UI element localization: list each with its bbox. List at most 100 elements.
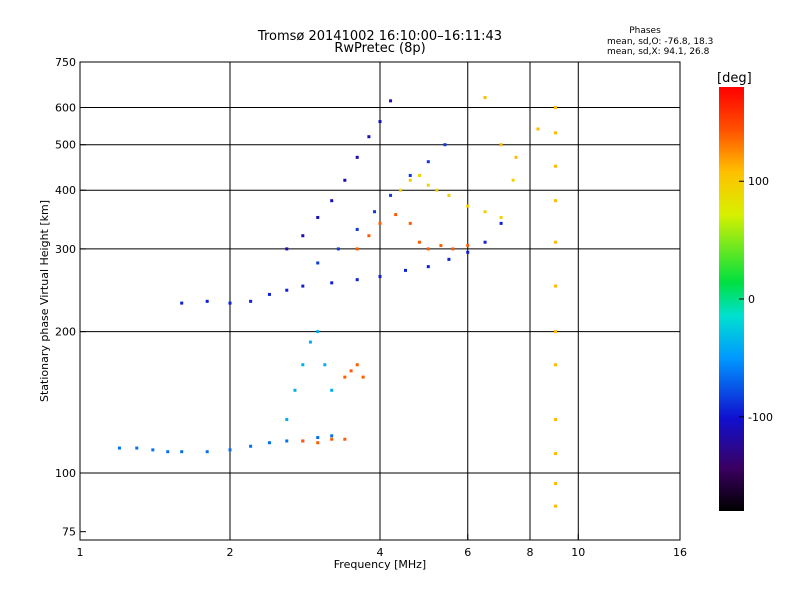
y-tick-label: 100 bbox=[55, 467, 76, 480]
data-point bbox=[117, 446, 121, 450]
data-point bbox=[135, 446, 139, 450]
data-point bbox=[447, 193, 451, 197]
y-tick-label: 400 bbox=[55, 184, 76, 197]
data-point bbox=[553, 164, 557, 168]
stats-line-x: mean, sd,X: 94.1, 26.8 bbox=[607, 47, 710, 57]
data-point bbox=[417, 240, 421, 244]
colorbar-tick-label: -100 bbox=[748, 411, 773, 424]
data-point bbox=[355, 363, 359, 367]
data-point bbox=[408, 173, 412, 177]
data-point bbox=[499, 215, 503, 219]
data-point bbox=[499, 143, 503, 147]
data-point bbox=[249, 299, 253, 303]
data-point bbox=[316, 441, 320, 445]
data-point bbox=[301, 439, 305, 443]
chart-title: Tromsø 20141002 16:10:00–16:11:43 bbox=[257, 29, 502, 44]
data-point bbox=[308, 340, 312, 344]
chart-subtitle: RwPretec (8p) bbox=[334, 41, 425, 56]
stats-title: Phases bbox=[629, 26, 661, 36]
data-point bbox=[180, 301, 184, 305]
data-point bbox=[483, 210, 487, 214]
data-point bbox=[316, 436, 320, 440]
y-axis-label: Stationary phase Virtual Height [km] bbox=[38, 200, 51, 402]
data-point bbox=[373, 210, 377, 214]
y-tick-label: 300 bbox=[55, 243, 76, 256]
data-point bbox=[408, 221, 412, 225]
data-point bbox=[553, 504, 557, 508]
data-point bbox=[399, 188, 403, 192]
data-point bbox=[349, 369, 353, 373]
data-point bbox=[330, 281, 334, 285]
x-tick-label: 10 bbox=[571, 546, 585, 559]
grid-lines bbox=[80, 62, 680, 540]
data-point bbox=[330, 199, 334, 203]
data-point bbox=[378, 120, 382, 124]
colorbar-ticks: 100 0 -100 bbox=[739, 175, 773, 424]
data-point bbox=[151, 448, 155, 452]
colorbar-tick-label: 0 bbox=[748, 293, 755, 306]
data-point bbox=[343, 375, 347, 379]
data-point bbox=[483, 96, 487, 100]
data-point bbox=[553, 240, 557, 244]
data-point bbox=[394, 213, 398, 217]
data-point bbox=[553, 106, 557, 110]
data-point bbox=[553, 452, 557, 456]
y-tick-label: 600 bbox=[55, 102, 76, 115]
data-point bbox=[367, 135, 371, 139]
data-point bbox=[553, 363, 557, 367]
data-point bbox=[316, 330, 320, 334]
y-tick-label: 750 bbox=[55, 56, 76, 69]
data-point bbox=[466, 204, 470, 208]
data-point bbox=[267, 441, 271, 445]
data-point bbox=[466, 250, 470, 254]
data-point bbox=[536, 127, 540, 131]
data-point bbox=[301, 363, 305, 367]
data-point bbox=[343, 437, 347, 441]
data-point bbox=[166, 450, 170, 454]
data-point bbox=[355, 227, 359, 231]
data-point bbox=[180, 450, 184, 454]
data-point bbox=[451, 247, 455, 251]
y-tick-label: 200 bbox=[55, 326, 76, 339]
data-point bbox=[447, 257, 451, 261]
data-point bbox=[483, 240, 487, 244]
data-point bbox=[330, 434, 334, 438]
data-point bbox=[439, 244, 443, 248]
data-point bbox=[285, 288, 289, 292]
data-point bbox=[553, 131, 557, 135]
data-point bbox=[417, 173, 421, 177]
data-point bbox=[205, 450, 209, 454]
x-axis-label: Frequency [MHz] bbox=[334, 558, 426, 571]
x-tick-label: 2 bbox=[227, 546, 234, 559]
data-point bbox=[378, 275, 382, 279]
x-tick-label: 6 bbox=[464, 546, 471, 559]
data-point bbox=[499, 221, 503, 225]
data-point bbox=[228, 448, 232, 452]
data-point bbox=[367, 234, 371, 238]
data-point bbox=[408, 178, 412, 182]
data-point bbox=[330, 388, 334, 392]
data-point bbox=[285, 417, 289, 421]
data-point bbox=[316, 261, 320, 265]
data-point bbox=[514, 155, 518, 159]
x-tick-label: 16 bbox=[673, 546, 687, 559]
data-point bbox=[426, 160, 430, 164]
data-point bbox=[361, 375, 365, 379]
data-point bbox=[330, 437, 334, 441]
x-tick-label: 8 bbox=[527, 546, 534, 559]
data-point bbox=[435, 188, 439, 192]
data-point bbox=[267, 292, 271, 296]
data-point bbox=[355, 155, 359, 159]
data-point bbox=[553, 199, 557, 203]
y-tick-label: 75 bbox=[62, 526, 76, 539]
data-point bbox=[301, 234, 305, 238]
colorbar-tick-label: 100 bbox=[748, 175, 769, 188]
data-point bbox=[249, 444, 253, 448]
data-point bbox=[228, 301, 232, 305]
data-point bbox=[426, 183, 430, 187]
data-point bbox=[553, 417, 557, 421]
data-point bbox=[403, 268, 407, 272]
y-axis-ticks: 75 100 200 300 400 500 600 750 bbox=[55, 56, 86, 539]
data-point bbox=[553, 284, 557, 288]
